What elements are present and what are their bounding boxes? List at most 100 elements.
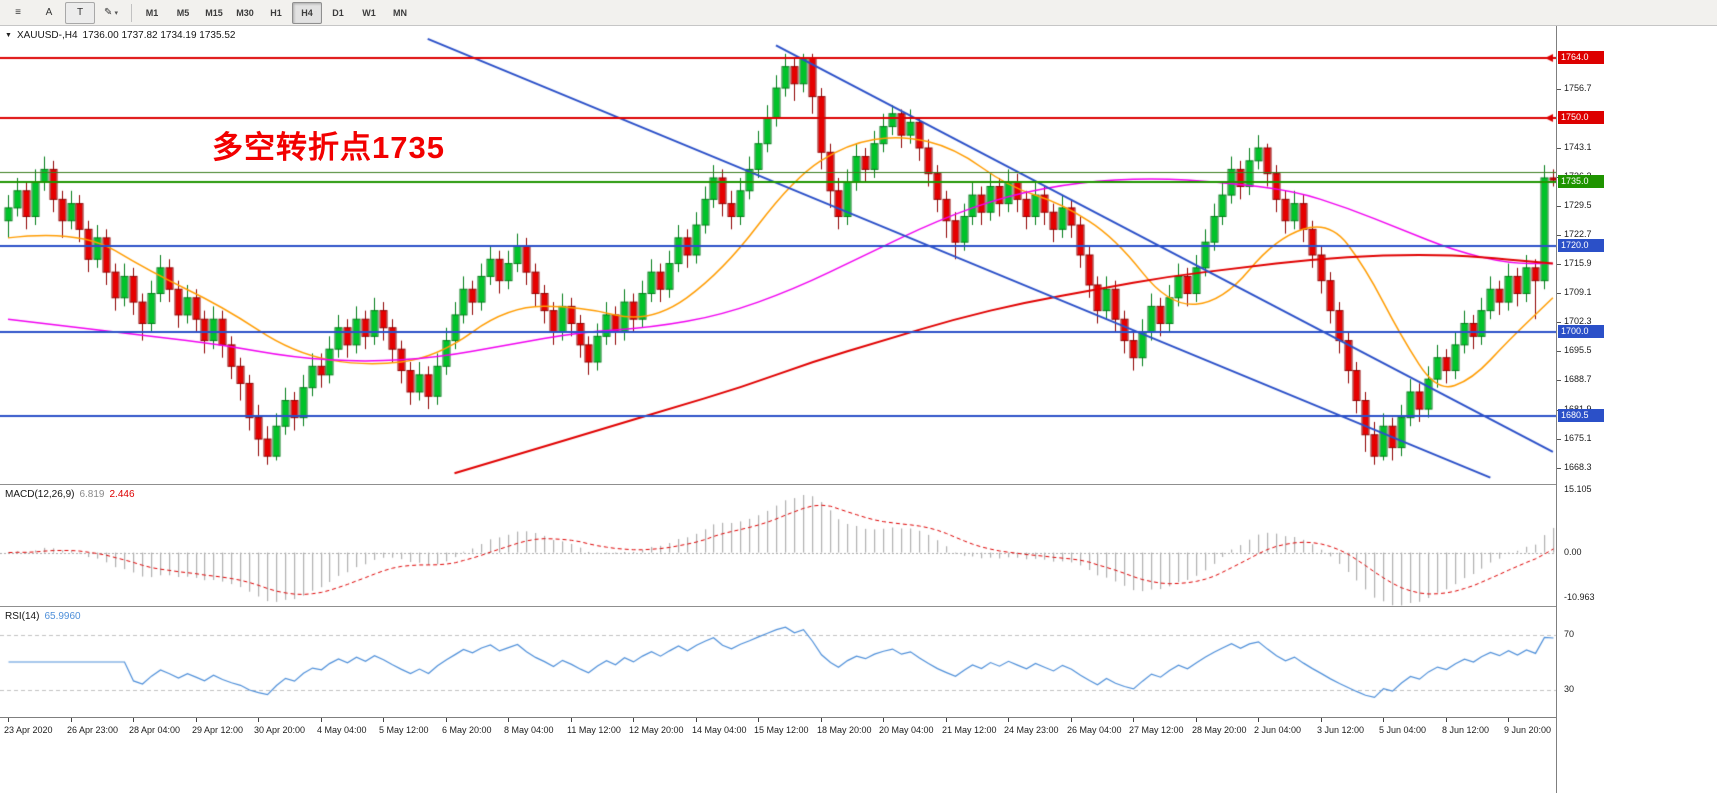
timeframe-button-m1[interactable]: M1 [145, 7, 159, 18]
draw-tool-pencil-button[interactable]: ✎ ▾ [104, 7, 118, 18]
price-tick-mark [1557, 293, 1561, 294]
ohlc-values: 1736.00 1737.82 1734.19 1735.52 [82, 30, 236, 41]
macd-signal-value: 2.446 [109, 489, 135, 500]
price-tick-label: 1729.5 [1564, 199, 1592, 210]
price-level-badge: 1680.5 [1558, 408, 1604, 422]
annotation-text[interactable]: 多空转折点1735 [212, 130, 445, 165]
time-axis-label: 23 Apr 2020 [4, 725, 53, 735]
price-tick-label: 1668.3 [1564, 461, 1592, 472]
price-level-badge: 1764.0 [1558, 51, 1604, 65]
time-tick-mark [446, 718, 447, 722]
macd-main-value: 6.819 [79, 489, 105, 500]
time-axis-label: 30 Apr 20:00 [254, 725, 306, 735]
timeframe-button-d1[interactable]: D1 [332, 7, 344, 18]
time-axis-label: 4 May 04:00 [317, 725, 367, 735]
time-tick-mark [1133, 718, 1134, 722]
timeframe-button-h4[interactable]: H4 [292, 1, 322, 24]
time-axis-label: 20 May 04:00 [879, 725, 934, 735]
time-tick-mark [71, 718, 72, 722]
timeframe-button-m5[interactable]: M5 [176, 7, 190, 18]
text-label-a-button[interactable]: A [45, 7, 53, 18]
timeframe-button-m30[interactable]: M30 [236, 7, 254, 18]
time-tick-mark [696, 718, 697, 722]
rsi-label: RSI(14) 65.9960 [5, 611, 81, 622]
macd-scale-label: -10.963 [1564, 592, 1595, 603]
time-axis-label: 24 May 23:00 [1004, 725, 1059, 735]
drawing-tools-group: ≡ A T ✎ ▾ [3, 1, 126, 24]
price-tick-mark [1557, 235, 1561, 236]
price-tick-label: 1688.7 [1564, 374, 1592, 385]
time-axis-label: 11 May 12:00 [567, 725, 621, 735]
rsi-value: 65.9960 [44, 611, 81, 622]
chart-title-bar: ▼ XAUUSD-,H4 1736.00 1737.82 1734.19 173… [5, 30, 235, 41]
macd-scale-label: 15.105 [1564, 483, 1592, 494]
pane-separator-macd[interactable] [0, 484, 1717, 485]
time-tick-mark [508, 718, 509, 722]
macd-scale-label: 0.00 [1564, 546, 1582, 557]
time-tick-mark [258, 718, 259, 722]
time-tick-mark [1008, 718, 1009, 722]
price-scale[interactable]: 1756.71743.11736.31729.51722.71715.91709… [1556, 26, 1717, 793]
price-tick-label: 1702.3 [1564, 316, 1592, 327]
time-tick-mark [1258, 718, 1259, 722]
price-level-badge: 1700.0 [1558, 325, 1604, 339]
price-tick-label: 1715.9 [1564, 257, 1592, 268]
time-axis-label: 8 Jun 12:00 [1442, 725, 1490, 735]
dropdown-chevron-icon: ▾ [114, 9, 118, 17]
time-axis-label: 29 Apr 12:00 [192, 725, 244, 735]
time-axis-label: 8 May 04:00 [504, 725, 554, 735]
pane-separator-rsi[interactable] [0, 606, 1717, 607]
time-tick-mark [571, 718, 572, 722]
time-axis-label: 26 Apr 23:00 [67, 725, 119, 735]
timeframe-button-mn[interactable]: MN [393, 7, 407, 18]
time-tick-mark [8, 718, 9, 722]
price-tick-mark [1557, 322, 1561, 323]
price-tick-mark [1557, 468, 1561, 469]
timeframe-group: M1 M5 M15 M30 H1 H4 D1 W1 MN [137, 1, 415, 24]
collapse-triangle-icon[interactable]: ▼ [5, 32, 12, 39]
timeframe-button-w1[interactable]: W1 [362, 7, 376, 18]
time-tick-mark [1446, 718, 1447, 722]
time-axis-label: 26 May 04:00 [1067, 725, 1122, 735]
time-axis-label: 12 May 20:00 [629, 725, 684, 735]
price-tick-mark [1557, 380, 1561, 381]
rsi-scale-label: 30 [1564, 683, 1575, 694]
time-tick-mark [196, 718, 197, 722]
text-tool-t-button[interactable]: T [65, 1, 95, 24]
price-tick-mark [1557, 148, 1561, 149]
price-tick-label: 1695.5 [1564, 345, 1592, 356]
charts-list-icon[interactable]: ≡ [15, 7, 21, 18]
timeframe-button-m15[interactable]: M15 [205, 7, 223, 18]
price-tick-mark [1557, 206, 1561, 207]
time-axis-label: 28 May 20:00 [1192, 725, 1247, 735]
price-tick-mark [1557, 264, 1561, 265]
time-tick-mark [633, 718, 634, 722]
price-tick-label: 1722.7 [1564, 228, 1592, 239]
time-axis-label: 5 May 12:00 [379, 725, 429, 735]
main-chart-canvas[interactable] [0, 26, 1556, 484]
time-tick-mark [321, 718, 322, 722]
time-axis-label: 9 Jun 20:00 [1504, 725, 1552, 735]
time-tick-mark [1508, 718, 1509, 722]
time-tick-mark [133, 718, 134, 722]
time-axis-label: 27 May 12:00 [1129, 725, 1184, 735]
time-axis-label: 5 Jun 04:00 [1379, 725, 1427, 735]
price-level-badge: 1750.0 [1558, 111, 1604, 125]
time-axis-label: 18 May 20:00 [817, 725, 872, 735]
time-axis-label: 21 May 12:00 [942, 725, 997, 735]
time-axis-label: 28 Apr 04:00 [129, 725, 181, 735]
rsi-indicator-canvas[interactable] [0, 607, 1556, 717]
time-axis[interactable]: 23 Apr 2020 26 Apr 23:00 28 Apr 04:00 29 Ap… [0, 717, 1717, 793]
time-tick-mark [821, 718, 822, 722]
price-tick-label: 1756.7 [1564, 83, 1592, 94]
time-axis-label: 2 Jun 04:00 [1254, 725, 1302, 735]
time-axis-label: 14 May 04:00 [692, 725, 747, 735]
toolbar-separator [131, 3, 132, 22]
macd-label: MACD(12,26,9) 6.819 2.446 [5, 489, 135, 500]
price-tick-mark [1557, 89, 1561, 90]
timeframe-button-h1[interactable]: H1 [270, 7, 282, 18]
price-level-badge: 1720.0 [1558, 239, 1604, 253]
macd-indicator-canvas[interactable] [0, 485, 1556, 606]
time-tick-mark [1383, 718, 1384, 722]
